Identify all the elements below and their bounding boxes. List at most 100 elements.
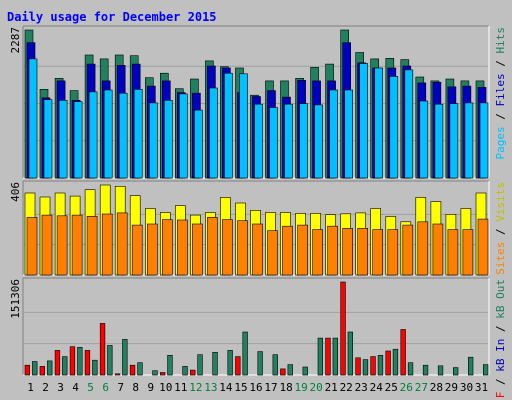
bar-visits-sites-day-19: [297, 224, 308, 276]
bar-hits-pages-day-9: [149, 102, 158, 179]
bar-visits-sites-day-10: [162, 219, 173, 276]
bar-kbytes-kb-f-day-18: [280, 368, 286, 376]
bar-kbytes-kb-out-day-7: [122, 339, 128, 376]
bar-hits-pages-day-12: [194, 109, 203, 179]
bar-hits-pages-day-3: [58, 100, 68, 179]
bar-hits-pages-day-22: [344, 89, 354, 179]
bar-visits-sites-day-18: [282, 225, 293, 276]
panel-kbytes-legend: kB F / kB In / kB Out: [494, 279, 507, 400]
bar-kbytes-kb-out-day-22: [347, 331, 353, 376]
x-tick-label-day-18: 18: [279, 381, 292, 394]
bar-kbytes-kb-out-day-31: [482, 364, 489, 376]
legend-part: Pages: [494, 126, 507, 159]
bar-visits-sites-day-23: [357, 228, 369, 276]
x-tick-label-day-2: 2: [42, 381, 49, 394]
panel-kbytes: 151306 kB F / kB In / kB Out: [9, 277, 507, 400]
bar-visits-sites-day-24: [372, 229, 384, 276]
bar-kbytes-kb-out-day-4: [77, 346, 83, 376]
bar-kbytes-kb-out-day-10: [167, 354, 173, 376]
bar-kbytes-kb-f-day-25: [385, 350, 391, 376]
bar-visits-sites-day-21: [327, 225, 338, 276]
bar-hits-pages-day-25: [389, 76, 399, 179]
bar-kbytes-kb-f-day-22: [340, 281, 346, 376]
x-tick-label-day-4: 4: [72, 381, 79, 394]
legend-part: Files: [494, 73, 507, 106]
bar-hits-pages-day-30: [464, 102, 474, 179]
bar-kbytes-kb-f-day-5: [84, 350, 91, 376]
x-tick-label-day-16: 16: [249, 381, 262, 394]
bar-visits-sites-day-25: [387, 229, 399, 276]
x-tick-label-day-1: 1: [27, 381, 34, 394]
x-tick-label-day-9: 9: [147, 381, 154, 394]
bar-hits-pages-day-8: [133, 89, 143, 179]
legend-part: /: [494, 54, 507, 74]
x-tick-label-day-8: 8: [132, 381, 139, 394]
bar-hits-pages-day-10: [164, 100, 173, 179]
bar-kbytes-kb-f-day-6: [99, 323, 106, 376]
x-tick-label-day-31: 31: [475, 381, 488, 394]
x-tick-label-day-25: 25: [385, 381, 398, 394]
x-tick-label-day-10: 10: [159, 381, 172, 394]
bar-kbytes-kb-out-day-20: [317, 337, 323, 376]
bar-kbytes-kb-out-day-18: [287, 364, 293, 376]
bar-kbytes-kb-out-day-23: [362, 359, 369, 376]
bar-kbytes-kb-out-day-11: [182, 366, 188, 376]
bar-hits-pages-day-11: [179, 93, 188, 179]
bar-kbytes-kb-out-day-30: [467, 356, 474, 376]
bar-visits-sites-day-30: [462, 229, 474, 276]
x-tick-label-day-12: 12: [189, 381, 202, 394]
x-tick-label-day-11: 11: [174, 381, 187, 394]
x-tick-label-day-7: 7: [117, 381, 124, 394]
legend-part: /: [494, 107, 507, 127]
bar-kbytes-kb-out-day-9: [152, 370, 158, 376]
bar-kbytes-kb-out-day-5: [92, 359, 98, 376]
bar-kbytes-kb-f-day-24: [370, 356, 376, 376]
bar-kbytes-kb-f-day-1: [24, 364, 30, 376]
bar-hits-pages-day-27: [419, 100, 429, 179]
panel-hits-max-label: 2287: [9, 27, 22, 54]
legend-part: kB Out: [494, 279, 507, 319]
bar-kbytes-kb-f-day-4: [69, 346, 76, 376]
bar-hits-pages-day-21: [329, 89, 338, 179]
bar-hits-pages-day-13: [209, 87, 218, 179]
bar-kbytes-kb-f-day-10: [160, 372, 166, 376]
bar-hits-pages-day-2: [43, 99, 53, 179]
bar-kbytes-kb-out-day-14: [227, 350, 233, 376]
bar-hits-pages-day-7: [118, 92, 128, 179]
bar-kbytes-kb-f-day-23: [355, 357, 361, 376]
bar-kbytes-kb-f-day-2: [39, 366, 45, 376]
bar-hits-pages-day-4: [73, 101, 83, 179]
x-tick-label-day-29: 29: [445, 381, 458, 394]
bar-hits-pages-day-31: [479, 102, 489, 179]
bar-kbytes-kb-out-day-15: [242, 331, 248, 376]
panel-visits-legend: Sites / Visits: [494, 182, 507, 275]
bar-visits-sites-day-27: [417, 221, 429, 276]
bar-visits-sites-day-6: [101, 213, 113, 276]
bar-hits-pages-day-5: [88, 91, 98, 179]
panel-kbytes-max-label: 151306: [9, 279, 22, 319]
bar-visits-sites-day-8: [131, 224, 143, 276]
bar-hits-pages-day-29: [449, 103, 459, 179]
bar-visits-sites-day-28: [432, 223, 444, 276]
bar-kbytes-kb-out-day-28: [437, 365, 444, 376]
bar-hits-pages-day-17: [269, 107, 278, 179]
chart-title: Daily usage for December 2015: [7, 10, 217, 24]
bar-visits-sites-day-16: [252, 223, 263, 276]
panel-visits: 406 Sites / Visits: [9, 180, 507, 276]
bar-visits-sites-day-7: [116, 212, 128, 276]
x-tick-label-day-15: 15: [234, 381, 247, 394]
legend-part: /: [494, 319, 507, 339]
x-tick-label-day-13: 13: [204, 381, 217, 394]
legend-part: /: [494, 222, 507, 242]
x-tick-label-day-17: 17: [264, 381, 277, 394]
panel-hits: 2287 Pages / Files / Hits: [9, 25, 507, 179]
bar-kbytes-kb-out-day-6: [107, 345, 113, 376]
x-tick-label-day-23: 23: [355, 381, 368, 394]
bar-visits-sites-day-26: [402, 224, 414, 276]
bar-visits-sites-day-20: [312, 229, 323, 276]
bar-kbytes-kb-out-day-3: [62, 356, 68, 376]
bar-kbytes-kb-f-day-12: [190, 369, 196, 376]
bar-visits-sites-day-31: [477, 218, 489, 276]
legend-part: /: [494, 372, 507, 392]
